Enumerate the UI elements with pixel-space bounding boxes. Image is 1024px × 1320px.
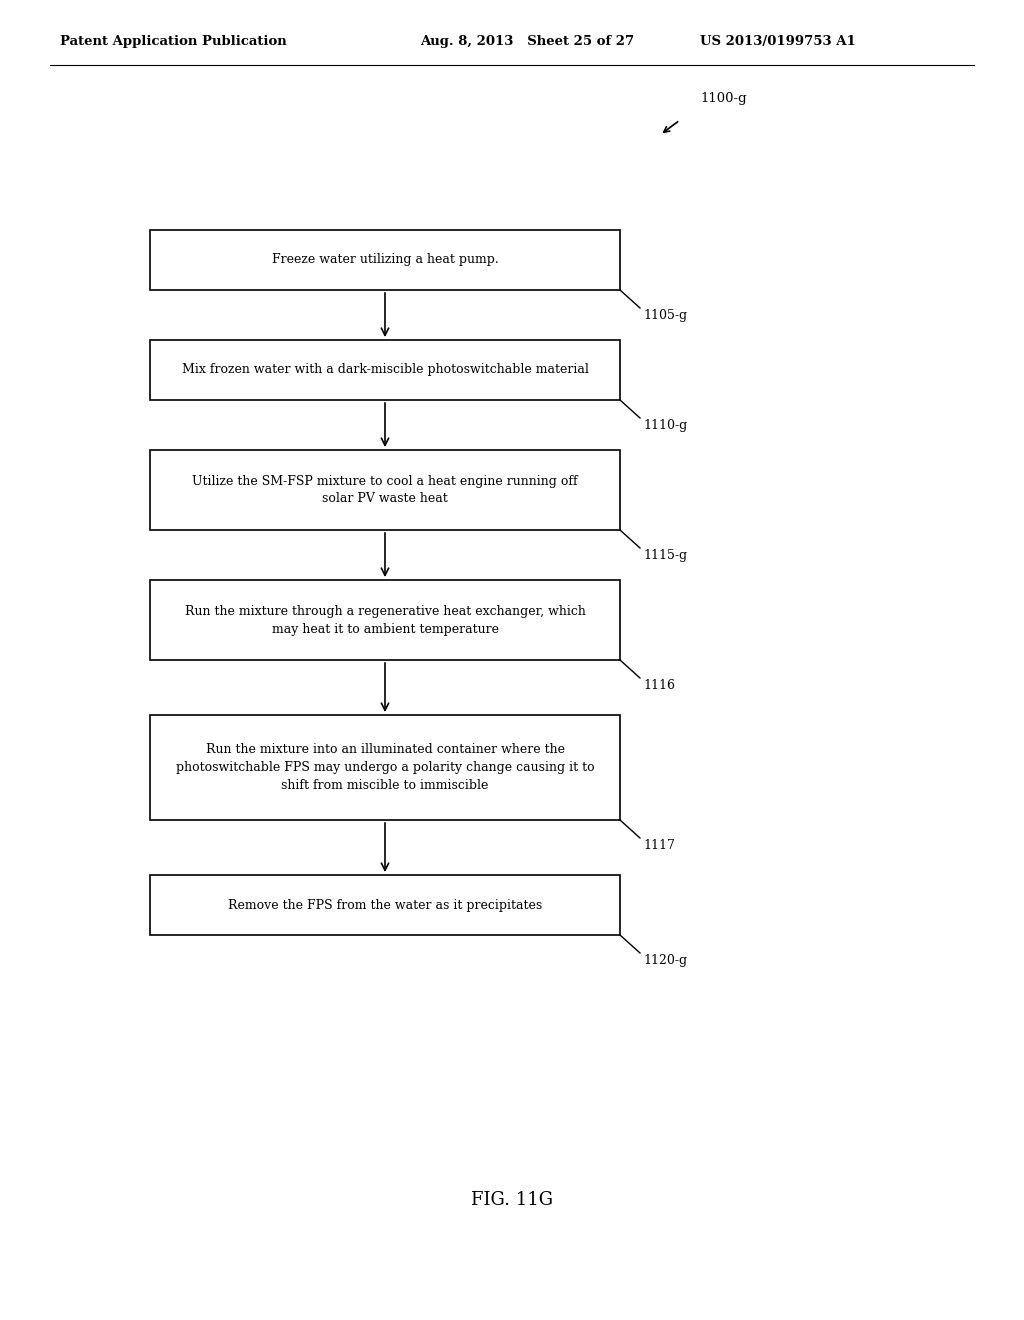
Text: Run the mixture into an illuminated container where the
photoswitchable FPS may : Run the mixture into an illuminated cont…: [176, 743, 594, 792]
Text: FIG. 11G: FIG. 11G: [471, 1191, 553, 1209]
Text: 1120-g: 1120-g: [643, 954, 687, 968]
Text: 1105-g: 1105-g: [643, 309, 687, 322]
Text: Freeze water utilizing a heat pump.: Freeze water utilizing a heat pump.: [271, 253, 499, 267]
Text: 1100-g: 1100-g: [700, 92, 746, 106]
Text: 1116: 1116: [643, 678, 675, 692]
Text: 1117: 1117: [643, 840, 675, 851]
Text: 1115-g: 1115-g: [643, 549, 687, 562]
Text: 1110-g: 1110-g: [643, 418, 687, 432]
Bar: [150, 450, 620, 531]
Bar: [150, 579, 620, 660]
Text: US 2013/0199753 A1: US 2013/0199753 A1: [700, 36, 856, 49]
Bar: [150, 875, 620, 935]
Text: Utilize the SM-FSP mixture to cool a heat engine running off
solar PV waste heat: Utilize the SM-FSP mixture to cool a hea…: [193, 474, 578, 506]
Text: Remove the FPS from the water as it precipitates: Remove the FPS from the water as it prec…: [228, 899, 542, 912]
Text: Patent Application Publication: Patent Application Publication: [60, 36, 287, 49]
Bar: [150, 341, 620, 400]
Text: Mix frozen water with a dark-miscible photoswitchable material: Mix frozen water with a dark-miscible ph…: [181, 363, 589, 376]
Bar: [150, 230, 620, 290]
Text: Run the mixture through a regenerative heat exchanger, which
may heat it to ambi: Run the mixture through a regenerative h…: [184, 605, 586, 635]
Text: Aug. 8, 2013   Sheet 25 of 27: Aug. 8, 2013 Sheet 25 of 27: [420, 36, 634, 49]
Bar: [150, 715, 620, 820]
